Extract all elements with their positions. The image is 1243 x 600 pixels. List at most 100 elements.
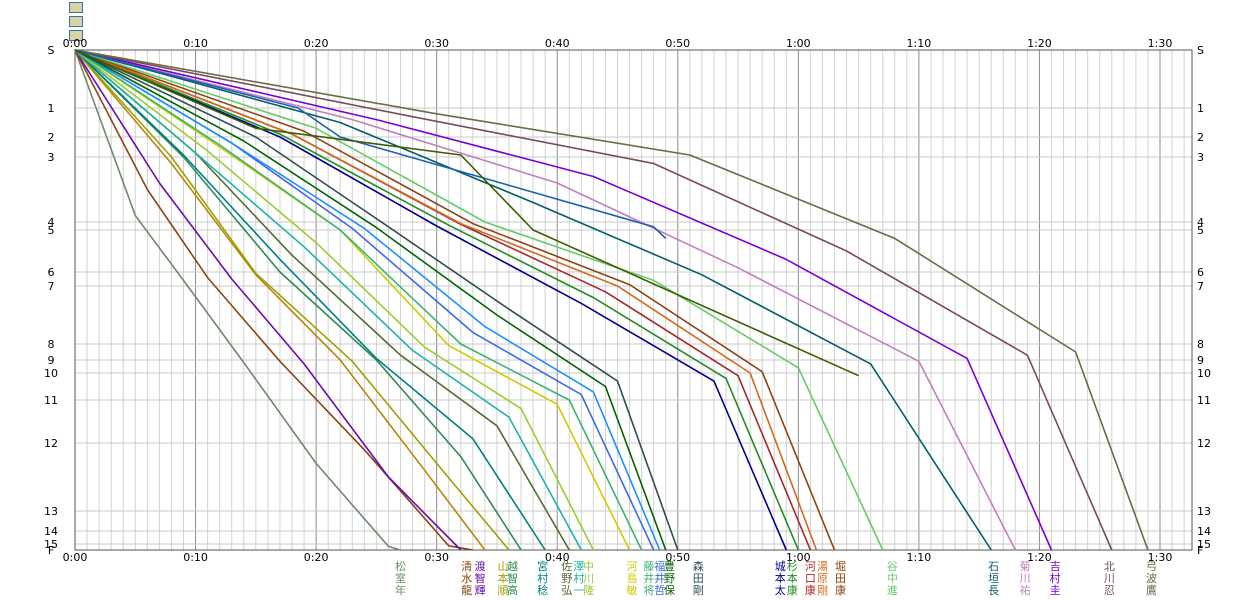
- legend-name-9: 島: [626, 571, 637, 585]
- legend-name-8: 中: [583, 560, 594, 573]
- x-tick-label-bottom: 0:30: [424, 551, 449, 564]
- series-line-22: [74, 49, 992, 551]
- legend-name-9: 敏: [626, 583, 637, 597]
- y-tick-label-right: 6: [1197, 266, 1204, 279]
- x-tick-label-bottom: 1:00: [786, 551, 811, 564]
- series-line-3: [74, 49, 486, 551]
- x-tick-label-top: 1:00: [786, 37, 811, 50]
- series-line-27: [74, 49, 667, 239]
- x-tick-label-bottom: 0:20: [304, 551, 329, 564]
- y-tick-label-right: 4: [1197, 216, 1204, 229]
- legend-name-9: 河: [626, 560, 637, 573]
- legend-name-24: 波: [1146, 572, 1157, 585]
- series-line-10: [74, 49, 631, 551]
- x-tick-label-top: 0:30: [424, 37, 449, 50]
- x-tick-label-top: 0:00: [63, 37, 88, 50]
- y-tick-label-right: 1: [1197, 102, 1204, 115]
- series-line-2: [74, 49, 462, 551]
- series-line-16: [74, 49, 788, 551]
- x-tick-label-top: 0:20: [304, 37, 329, 50]
- legend-name-1: 龍: [461, 583, 472, 597]
- y-tick-label-left: 10: [44, 367, 58, 380]
- legend-name-3: 山: [497, 560, 508, 573]
- y-tick-label-right: 9: [1197, 354, 1204, 367]
- legend-name-3: 本: [497, 571, 508, 585]
- series-line-19: [74, 49, 818, 551]
- y-tick-label-left: 8: [48, 338, 55, 351]
- legend-name-17: 原: [817, 572, 828, 585]
- y-tick-label-right: 7: [1197, 280, 1204, 293]
- legend-name-7: 澤: [573, 560, 584, 573]
- series-line-14: [74, 49, 667, 551]
- legend-name-5: 村: [537, 571, 548, 585]
- legend-name-14: 城: [775, 560, 786, 573]
- x-tick-label-bottom: 1:30: [1148, 551, 1173, 564]
- legend-name-0: 室: [395, 571, 406, 585]
- y-tick-label-left: 14: [44, 525, 58, 538]
- x-tick-label-bottom: 0:50: [665, 551, 690, 564]
- legend-name-13: 田: [693, 572, 704, 585]
- series-line-1: [74, 49, 473, 551]
- legend-name-11: 福: [654, 559, 665, 573]
- x-tick-label-bottom: 0:10: [183, 551, 208, 564]
- y-tick-label-right: 13: [1197, 505, 1211, 518]
- legend-name-21: 川: [1019, 572, 1030, 585]
- series-line-8: [74, 49, 583, 551]
- legend-name-19: 谷: [887, 560, 898, 573]
- legend-name-23: 川: [1104, 572, 1115, 585]
- legend-name-10: 井: [643, 571, 654, 585]
- x-tick-label-top: 0:40: [545, 37, 570, 50]
- legend-name-0: 松: [395, 559, 406, 573]
- series-line-28: [74, 49, 859, 377]
- series-line-26: [74, 49, 1149, 551]
- legend-name-7: 一: [573, 584, 584, 597]
- x-tick-label-bottom: 0:40: [545, 551, 570, 564]
- legend-name-7: 村: [573, 571, 584, 585]
- y-tick-label-left: 4: [48, 216, 55, 229]
- legend-name-17: 剛: [817, 584, 828, 597]
- series-line-4: [74, 49, 510, 551]
- legend-name-11: 哲: [654, 584, 665, 597]
- x-tick-label-top: 1:30: [1148, 37, 1173, 50]
- legend-name-6: 弘: [561, 584, 572, 597]
- legend-name-18: 康: [835, 583, 846, 597]
- y-tick-label-left: S: [48, 44, 55, 57]
- legend-name-6: 佐: [561, 559, 572, 573]
- y-tick-label-right: 8: [1197, 338, 1204, 351]
- legend-name-2: 輝: [475, 584, 486, 597]
- x-tick-label-top: 1:10: [907, 37, 932, 50]
- legend-name-22: 吉: [1050, 560, 1061, 573]
- legend-name-12: 保: [664, 583, 675, 597]
- legend-name-19: 進: [887, 584, 898, 597]
- series-line-11: [74, 49, 643, 551]
- y-tick-label-right: 12: [1197, 437, 1211, 450]
- y-tick-label-left: F: [48, 544, 54, 557]
- y-tick-label-left: 3: [48, 151, 55, 164]
- legend-name-8: 隆: [583, 583, 594, 597]
- legend-name-16: 口: [805, 572, 816, 585]
- y-tick-label-left: 12: [44, 437, 58, 450]
- legend-name-12: 豊: [664, 560, 675, 573]
- legend-name-16: 河: [805, 560, 816, 573]
- y-tick-label-left: 1: [48, 102, 55, 115]
- legend-name-1: 水: [461, 572, 472, 585]
- series-line-6: [74, 49, 546, 551]
- y-tick-label-right: 14: [1197, 525, 1211, 538]
- legend-name-18: 堀: [835, 560, 846, 573]
- y-tick-label-left: 5: [48, 224, 55, 237]
- legend-name-23: 忍: [1104, 584, 1115, 597]
- series-line-18: [74, 49, 812, 551]
- y-tick-label-right: 11: [1197, 394, 1211, 407]
- x-tick-label-bottom: 0:00: [63, 551, 88, 564]
- legend-name-21: 菊: [1019, 560, 1030, 573]
- legend-name-4: 智: [507, 571, 518, 585]
- y-tick-label-left: 13: [44, 505, 58, 518]
- legend-name-21: 祐: [1019, 584, 1030, 597]
- legend-name-2: 智: [475, 571, 486, 585]
- legend-name-4: 越: [507, 559, 518, 573]
- x-tick-label-bottom: 1:20: [1027, 551, 1052, 564]
- x-tick-label-bottom: 1:10: [907, 551, 932, 564]
- legend-name-18: 田: [835, 572, 846, 585]
- legend-name-17: 湯: [817, 560, 828, 573]
